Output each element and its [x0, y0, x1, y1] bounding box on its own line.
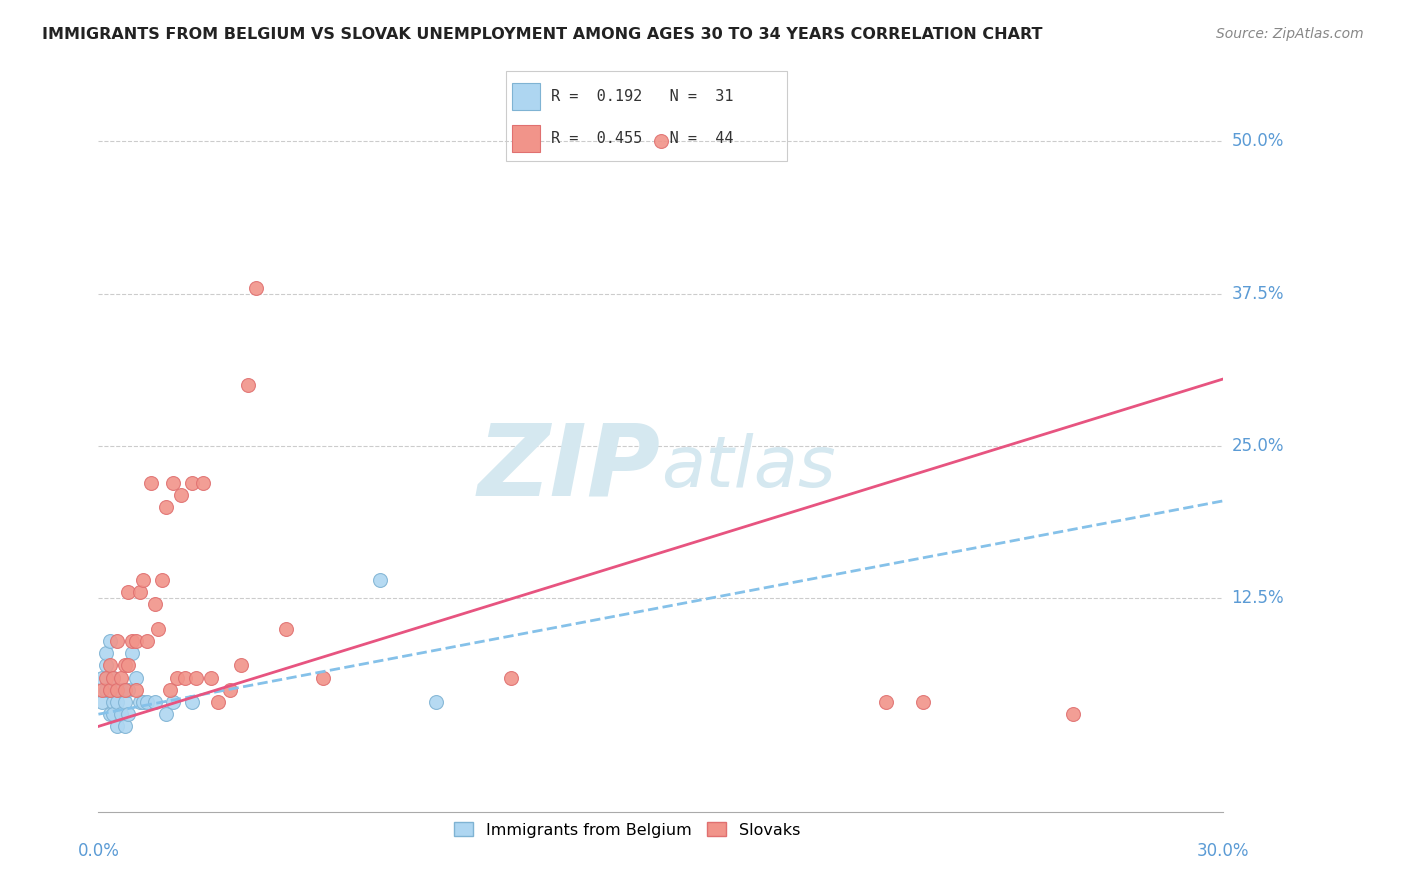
- Point: [875, 695, 897, 709]
- Point: [91, 695, 114, 709]
- Point: [114, 658, 136, 673]
- Point: [132, 695, 155, 709]
- Point: [912, 695, 935, 709]
- Point: [143, 695, 166, 709]
- Point: [312, 671, 335, 685]
- Point: [155, 707, 177, 722]
- Point: [94, 646, 117, 660]
- Point: [94, 658, 117, 673]
- Point: [139, 475, 162, 490]
- Point: [98, 682, 121, 697]
- Point: [181, 695, 204, 709]
- Point: [245, 280, 267, 294]
- Point: [162, 475, 184, 490]
- Point: [184, 671, 207, 685]
- Text: 25.0%: 25.0%: [1232, 437, 1284, 455]
- Point: [425, 695, 447, 709]
- Text: atlas: atlas: [661, 434, 835, 502]
- Text: Source: ZipAtlas.com: Source: ZipAtlas.com: [1216, 27, 1364, 41]
- Point: [103, 707, 125, 722]
- Point: [229, 658, 252, 673]
- Text: 0.0%: 0.0%: [77, 842, 120, 860]
- Point: [125, 682, 148, 697]
- Point: [218, 682, 240, 697]
- Point: [91, 682, 114, 697]
- Point: [110, 671, 132, 685]
- Point: [103, 695, 125, 709]
- Point: [98, 707, 121, 722]
- Point: [91, 671, 114, 685]
- Point: [173, 671, 195, 685]
- Point: [117, 682, 139, 697]
- Text: 50.0%: 50.0%: [1232, 132, 1284, 150]
- Text: IMMIGRANTS FROM BELGIUM VS SLOVAK UNEMPLOYMENT AMONG AGES 30 TO 34 YEARS CORRELA: IMMIGRANTS FROM BELGIUM VS SLOVAK UNEMPL…: [42, 27, 1043, 42]
- Text: R =  0.192   N =  31: R = 0.192 N = 31: [551, 89, 734, 103]
- Legend: Immigrants from Belgium, Slovaks: Immigrants from Belgium, Slovaks: [447, 816, 807, 844]
- Text: 37.5%: 37.5%: [1232, 285, 1284, 302]
- Point: [103, 671, 125, 685]
- Point: [499, 671, 522, 685]
- Point: [136, 634, 159, 648]
- Point: [121, 634, 143, 648]
- Point: [193, 475, 215, 490]
- Point: [128, 695, 150, 709]
- Point: [150, 573, 173, 587]
- Point: [155, 500, 177, 514]
- Point: [98, 634, 121, 648]
- Point: [105, 695, 128, 709]
- Point: [207, 695, 229, 709]
- Point: [114, 719, 136, 733]
- Text: R =  0.455   N =  44: R = 0.455 N = 44: [551, 131, 734, 145]
- FancyBboxPatch shape: [512, 125, 540, 152]
- Point: [117, 707, 139, 722]
- Point: [1062, 707, 1084, 722]
- Point: [110, 682, 132, 697]
- Point: [98, 682, 121, 697]
- Text: ZIP: ZIP: [478, 419, 661, 516]
- Point: [128, 585, 150, 599]
- Point: [136, 695, 159, 709]
- Point: [159, 682, 181, 697]
- Point: [170, 488, 193, 502]
- Point: [98, 658, 121, 673]
- Point: [132, 573, 155, 587]
- Point: [274, 622, 297, 636]
- Point: [117, 585, 139, 599]
- Point: [110, 707, 132, 722]
- Point: [650, 134, 672, 148]
- Point: [94, 682, 117, 697]
- Point: [103, 671, 125, 685]
- Point: [162, 695, 184, 709]
- Point: [105, 682, 128, 697]
- Text: 12.5%: 12.5%: [1232, 590, 1284, 607]
- Point: [105, 634, 128, 648]
- Point: [125, 671, 148, 685]
- Point: [181, 475, 204, 490]
- Point: [148, 622, 170, 636]
- Point: [200, 671, 222, 685]
- Point: [125, 634, 148, 648]
- Point: [105, 719, 128, 733]
- Point: [143, 598, 166, 612]
- Point: [166, 671, 188, 685]
- Point: [238, 378, 260, 392]
- Point: [117, 658, 139, 673]
- Point: [121, 646, 143, 660]
- FancyBboxPatch shape: [512, 83, 540, 110]
- Point: [114, 695, 136, 709]
- Text: 30.0%: 30.0%: [1197, 842, 1250, 860]
- Point: [94, 671, 117, 685]
- Point: [105, 682, 128, 697]
- Point: [114, 682, 136, 697]
- Point: [368, 573, 391, 587]
